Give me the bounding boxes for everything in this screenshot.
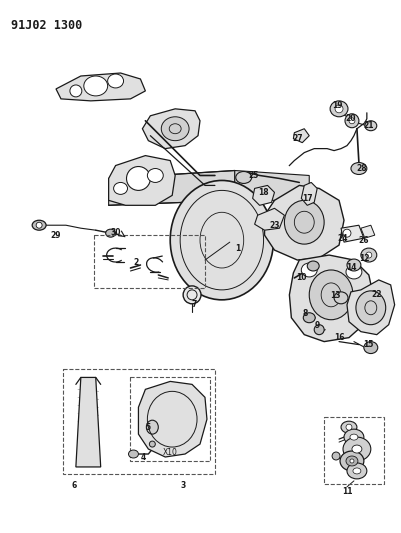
Ellipse shape bbox=[314, 325, 323, 335]
Ellipse shape bbox=[346, 259, 360, 271]
Text: 10: 10 bbox=[295, 273, 306, 282]
Ellipse shape bbox=[128, 450, 138, 458]
Polygon shape bbox=[254, 208, 284, 230]
Polygon shape bbox=[293, 129, 308, 143]
Polygon shape bbox=[138, 382, 207, 457]
Text: 8: 8 bbox=[302, 309, 307, 318]
Ellipse shape bbox=[345, 424, 351, 430]
Ellipse shape bbox=[170, 181, 273, 300]
Text: 30: 30 bbox=[110, 228, 121, 237]
Text: 17: 17 bbox=[301, 194, 312, 203]
Ellipse shape bbox=[365, 252, 371, 258]
Polygon shape bbox=[340, 225, 363, 242]
Ellipse shape bbox=[306, 261, 318, 271]
Ellipse shape bbox=[348, 118, 354, 124]
Ellipse shape bbox=[355, 291, 385, 325]
Ellipse shape bbox=[345, 456, 357, 466]
Ellipse shape bbox=[345, 265, 361, 279]
Ellipse shape bbox=[126, 166, 150, 190]
Polygon shape bbox=[108, 171, 234, 205]
Text: 12: 12 bbox=[359, 254, 369, 263]
Text: 23: 23 bbox=[269, 221, 279, 230]
Polygon shape bbox=[301, 182, 316, 205]
Polygon shape bbox=[56, 73, 145, 101]
Text: 18: 18 bbox=[257, 188, 268, 197]
Text: 25: 25 bbox=[248, 171, 258, 180]
Ellipse shape bbox=[147, 168, 163, 182]
Text: 7: 7 bbox=[191, 300, 196, 309]
Text: 13: 13 bbox=[329, 292, 340, 301]
Text: 21: 21 bbox=[363, 121, 373, 130]
Polygon shape bbox=[108, 156, 175, 205]
Text: 27: 27 bbox=[291, 134, 302, 143]
Text: 28: 28 bbox=[356, 164, 366, 173]
Text: 1: 1 bbox=[235, 244, 240, 253]
Ellipse shape bbox=[333, 292, 347, 304]
Text: 9: 9 bbox=[314, 321, 319, 330]
Ellipse shape bbox=[349, 434, 357, 440]
Text: 24: 24 bbox=[337, 233, 347, 243]
Ellipse shape bbox=[350, 163, 366, 174]
Polygon shape bbox=[234, 171, 308, 200]
Ellipse shape bbox=[334, 105, 342, 113]
Text: 5: 5 bbox=[146, 423, 150, 432]
Ellipse shape bbox=[342, 437, 370, 461]
Ellipse shape bbox=[342, 229, 350, 237]
Ellipse shape bbox=[360, 248, 376, 262]
Polygon shape bbox=[360, 225, 374, 238]
Ellipse shape bbox=[146, 420, 158, 434]
Polygon shape bbox=[142, 109, 200, 149]
Text: 22: 22 bbox=[371, 290, 381, 300]
Ellipse shape bbox=[339, 451, 363, 471]
Ellipse shape bbox=[105, 229, 115, 237]
Ellipse shape bbox=[364, 121, 376, 131]
Text: X10: X10 bbox=[162, 448, 177, 457]
Ellipse shape bbox=[83, 76, 107, 96]
Ellipse shape bbox=[301, 263, 316, 277]
Ellipse shape bbox=[36, 222, 42, 228]
Text: 26: 26 bbox=[358, 236, 368, 245]
Text: 19: 19 bbox=[331, 101, 342, 110]
Text: 20: 20 bbox=[345, 114, 355, 123]
Ellipse shape bbox=[161, 117, 188, 141]
Ellipse shape bbox=[340, 421, 356, 433]
Ellipse shape bbox=[284, 200, 323, 244]
Ellipse shape bbox=[107, 74, 123, 88]
Ellipse shape bbox=[149, 441, 155, 447]
Text: 11: 11 bbox=[341, 487, 351, 496]
Polygon shape bbox=[252, 185, 274, 205]
Ellipse shape bbox=[343, 429, 363, 445]
Polygon shape bbox=[289, 255, 373, 342]
Ellipse shape bbox=[235, 172, 251, 183]
Polygon shape bbox=[76, 377, 100, 467]
Polygon shape bbox=[346, 280, 394, 335]
Text: 2: 2 bbox=[134, 257, 139, 266]
Text: 16: 16 bbox=[333, 333, 343, 342]
Text: 14: 14 bbox=[345, 263, 355, 272]
Ellipse shape bbox=[302, 313, 314, 322]
Ellipse shape bbox=[351, 445, 361, 453]
Ellipse shape bbox=[349, 459, 353, 463]
Ellipse shape bbox=[363, 342, 377, 353]
Ellipse shape bbox=[352, 468, 360, 474]
Ellipse shape bbox=[70, 85, 82, 97]
Ellipse shape bbox=[344, 114, 358, 128]
Ellipse shape bbox=[308, 270, 352, 320]
Ellipse shape bbox=[331, 452, 339, 460]
Text: 6: 6 bbox=[71, 481, 76, 490]
Ellipse shape bbox=[32, 220, 46, 230]
Ellipse shape bbox=[183, 286, 200, 304]
Ellipse shape bbox=[113, 182, 127, 195]
Ellipse shape bbox=[346, 463, 366, 479]
Text: 15: 15 bbox=[363, 340, 373, 349]
Text: 3: 3 bbox=[180, 481, 185, 490]
Polygon shape bbox=[264, 185, 343, 260]
Text: 29: 29 bbox=[51, 231, 61, 240]
Text: 4: 4 bbox=[140, 453, 146, 462]
Text: 91J02 1300: 91J02 1300 bbox=[11, 19, 82, 33]
Ellipse shape bbox=[329, 101, 347, 117]
